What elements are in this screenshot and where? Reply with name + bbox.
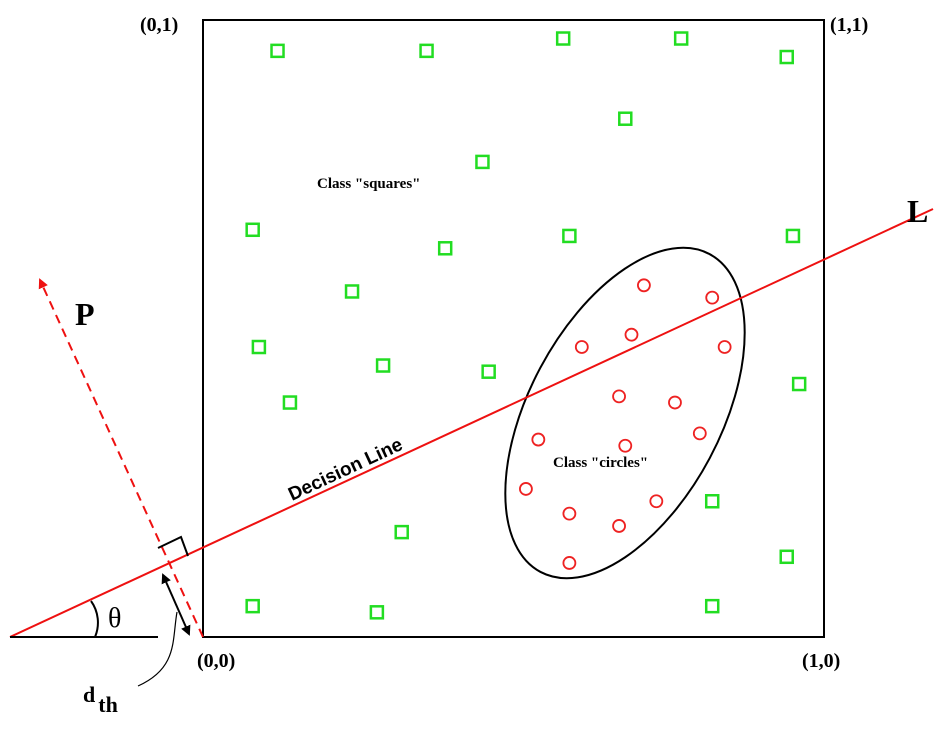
- circle-point: [692, 426, 707, 441]
- circle-point: [705, 290, 720, 305]
- projection-direction: [38, 278, 204, 638]
- line-L-label: L: [907, 193, 928, 229]
- square-point: [704, 598, 720, 614]
- square-point: [245, 598, 260, 614]
- corner-label-bottom-right: (1,0): [802, 650, 840, 672]
- class-squares-points: [245, 31, 807, 620]
- square-point: [245, 222, 260, 238]
- right-angle-mark: [157, 535, 189, 557]
- circle-point: [717, 340, 732, 354]
- decision-line: [9, 208, 934, 638]
- circle-point: [562, 556, 577, 570]
- square-point: [704, 494, 720, 509]
- distance-arrow: [161, 573, 191, 636]
- class-squares-label: Class "squares": [317, 176, 420, 192]
- circle-point: [649, 494, 664, 509]
- square-point: [375, 358, 391, 373]
- square-point: [618, 111, 633, 126]
- distance-label-subscript: th: [98, 692, 118, 717]
- square-point: [779, 549, 794, 565]
- square-point: [270, 43, 285, 59]
- unit-square-frame: [202, 19, 825, 638]
- square-point: [437, 241, 453, 256]
- circle-point: [519, 482, 533, 496]
- distance-label: d th: [83, 682, 118, 717]
- distance-label-base: d: [83, 682, 95, 707]
- square-point: [369, 605, 385, 620]
- square-point: [394, 524, 409, 540]
- corner-label-bottom-left: (0,0): [197, 650, 235, 672]
- square-point: [344, 284, 360, 299]
- circles-class-boundary: [504, 246, 746, 580]
- square-point: [562, 228, 577, 244]
- corner-label-top-right: (1,1): [830, 14, 868, 36]
- circle-point: [612, 389, 626, 404]
- square-point: [481, 364, 496, 379]
- square-point: [555, 31, 571, 46]
- circle-point: [531, 432, 546, 447]
- square-point: [419, 43, 434, 59]
- square-point: [791, 376, 807, 392]
- square-point: [779, 49, 794, 65]
- square-point: [475, 154, 490, 170]
- class-circles-label: Class "circles": [553, 455, 648, 471]
- square-point: [785, 228, 801, 244]
- decision-line-label: Decision Line: [285, 434, 406, 505]
- circle-point: [618, 438, 633, 453]
- circle-point: [574, 340, 589, 354]
- circle-point: [637, 278, 651, 293]
- angle-theta-label: θ: [108, 603, 121, 634]
- corner-label-top-left: (0,1): [140, 14, 178, 36]
- square-point: [282, 395, 298, 410]
- projection-P-label: P: [75, 296, 95, 332]
- square-point: [673, 31, 689, 46]
- circle-point: [612, 519, 626, 533]
- distance-leader: [137, 611, 178, 687]
- circle-point: [668, 395, 682, 410]
- circle-point: [624, 327, 639, 342]
- square-point: [251, 339, 267, 355]
- angle-arc: [90, 600, 99, 638]
- class-circles-points: [519, 278, 732, 570]
- circle-point: [562, 506, 577, 521]
